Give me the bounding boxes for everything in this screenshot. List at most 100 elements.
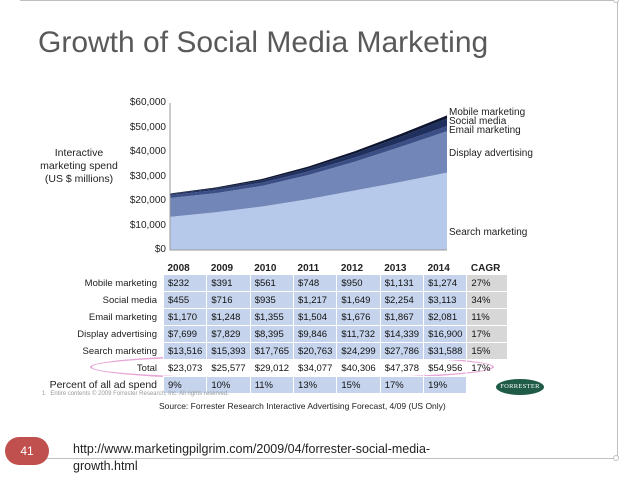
table-cell: $1,676 <box>336 308 381 326</box>
total-cell: $29,012 <box>249 359 295 377</box>
table-cell: $7,829 <box>206 325 251 343</box>
table-cell: $1,649 <box>336 291 381 309</box>
year-header: 2010 <box>254 262 277 274</box>
total-cell: $34,077 <box>293 359 338 377</box>
y-tick-label: $20,000 <box>129 195 166 206</box>
y-tick-label: $30,000 <box>129 170 166 182</box>
source-url: http://www.marketingpilgrim.com/2009/04/… <box>73 442 431 473</box>
table-cell: $15,393 <box>206 342 251 360</box>
table-cell: $391 <box>206 274 251 292</box>
table-cell: $1,248 <box>206 308 251 326</box>
table-cell: $13,516 <box>162 342 208 360</box>
row-label: Search marketing <box>82 345 157 357</box>
y-tick-label: $40,000 <box>129 146 166 157</box>
table-cell: $748 <box>293 274 338 292</box>
table-cell: $935 <box>249 291 295 309</box>
table-cell: $9,846 <box>293 325 338 343</box>
y-tick-label: $50,000 <box>129 121 166 133</box>
table-cell: $2,254 <box>379 291 425 309</box>
y-tick-label: $10,000 <box>129 219 166 231</box>
table-cell: $27,786 <box>379 342 425 360</box>
table-cell: $1,504 <box>293 308 338 326</box>
table-row: Display advertising $7,699 $7,829 $8,395… <box>34 325 509 343</box>
table-cell: $20,763 <box>293 342 338 360</box>
total-cell: $54,956 <box>423 359 468 377</box>
table-row: Search marketing $13,516 $15,393 $17,765… <box>34 342 509 360</box>
row-label: Display advertising <box>77 328 157 340</box>
chart-axes <box>169 103 447 251</box>
cagr-cell: 11% <box>466 308 509 326</box>
year-header: 2011 <box>297 262 320 274</box>
table-row: Mobile marketing $232 $391 $561 $748 $95… <box>34 274 509 292</box>
table-cell: $7,699 <box>162 325 208 343</box>
total-cell: $25,577 <box>206 359 251 377</box>
cagr-cell: 15% <box>466 342 509 360</box>
y-axis-title: Interactive marketing spend (US $ millio… <box>40 147 118 185</box>
table-cell: $16,900 <box>423 325 468 343</box>
slide-frame-top <box>20 0 618 1</box>
year-header: 2009 <box>210 262 234 274</box>
slide-number-badge: 41 <box>5 437 49 465</box>
fine-print: 1 Entire contents © 2009 Forrester Resea… <box>42 391 229 397</box>
table-cell: $1,217 <box>293 291 338 309</box>
cagr-header: CAGR <box>470 262 501 274</box>
percent-cell: 17% <box>379 376 425 394</box>
year-header: 2013 <box>384 262 407 274</box>
table-row: Social media $455 $716 $935 $1,217 $1,64… <box>34 291 509 309</box>
slide-frame-bottom <box>20 458 618 459</box>
table-cell: $455 <box>162 291 208 309</box>
area-series-display-advertising <box>170 131 447 217</box>
percent-cell: 19% <box>423 376 468 394</box>
table-cell: $31,588 <box>423 342 468 360</box>
total-cell: $40,306 <box>336 359 381 377</box>
table-cell: $3,113 <box>423 291 468 309</box>
total-label: Total <box>136 362 157 374</box>
cagr-cell: 27% <box>466 274 509 292</box>
row-label: Social media <box>102 294 157 306</box>
table-row: Email marketing $1,170 $1,248 $1,355 $1,… <box>34 308 509 326</box>
frame-corner-dot <box>613 455 619 461</box>
forrester-logo: FORRESTER <box>496 379 544 395</box>
table-cell: $950 <box>336 274 381 292</box>
series-label-mobile-marketing: Mobile marketing <box>449 107 526 119</box>
table-cell: $1,170 <box>162 308 208 326</box>
year-header: 2014 <box>427 262 450 274</box>
year-header: 2008 <box>167 262 190 274</box>
year-header: 2012 <box>340 262 364 274</box>
table-cell: $1,355 <box>249 308 295 326</box>
area-series-search-marketing <box>170 172 447 250</box>
table-cell: $1,274 <box>423 274 468 292</box>
table-corner <box>34 262 164 275</box>
table-cell: $716 <box>206 291 251 309</box>
cagr-cell: 34% <box>466 291 509 309</box>
table-cell: $561 <box>249 274 295 292</box>
total-cagr-cell: 17% <box>466 359 509 377</box>
series-label-email-marketing: Email marketing <box>449 125 521 137</box>
y-tick-label: $60,000 <box>129 97 166 108</box>
table-cell: $1,867 <box>379 308 425 326</box>
total-cell: $23,073 <box>162 359 208 377</box>
percent-label: Percent of all ad spend <box>49 379 157 391</box>
table-cell: $2,081 <box>423 308 468 326</box>
percent-cell: 15% <box>336 376 381 394</box>
table-header-row: 2008 2009 2010 2011 2012 2013 2014 CAGR <box>34 262 508 275</box>
frame-corner-dot <box>613 0 619 3</box>
copyright-text: Entire contents © 2009 Forrester Researc… <box>50 391 229 397</box>
slide-title: Growth of Social Media Marketing <box>38 26 489 59</box>
percent-row: Percent of all ad spend 9% 10% 11% 13% 1… <box>34 376 508 394</box>
cagr-cell: 17% <box>466 325 509 343</box>
table-cell: $14,339 <box>379 325 425 343</box>
y-tick-label: $0 <box>154 244 166 255</box>
table-cell: $17,765 <box>249 342 295 360</box>
source-note: Source: Forrester Research Interactive A… <box>159 401 446 411</box>
series-label-social-media: Social media <box>449 116 507 128</box>
data-table: 2008 2009 2010 2011 2012 2013 2014 CAGR … <box>34 262 509 394</box>
row-label: Mobile marketing <box>84 277 157 289</box>
series-label-search-marketing: Search marketing <box>449 227 528 239</box>
total-row: Total $23,073 $25,577 $29,012 $34,077 $4… <box>34 359 509 377</box>
total-cell: $47,378 <box>379 359 425 377</box>
table-cell: $8,395 <box>249 325 295 343</box>
table-cell: $11,732 <box>336 325 381 343</box>
table-cell: $1,131 <box>379 274 425 292</box>
